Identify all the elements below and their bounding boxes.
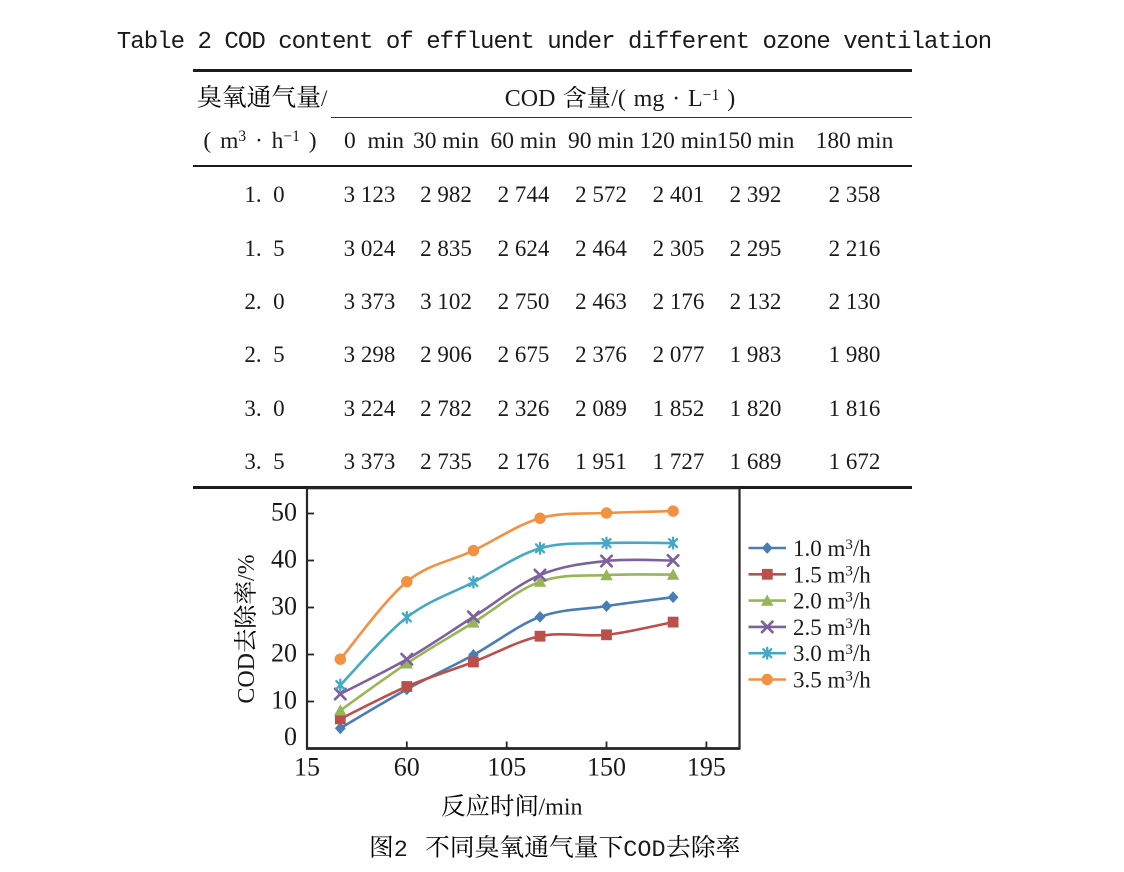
svg-text:1.5 m3/h: 1.5 m3/h xyxy=(793,562,871,587)
svg-text:50: 50 xyxy=(271,498,297,527)
svg-text:195: 195 xyxy=(687,753,726,782)
svg-text:15: 15 xyxy=(294,753,320,782)
svg-text:40: 40 xyxy=(271,545,297,574)
svg-text:2.5 m3/h: 2.5 m3/h xyxy=(793,615,871,640)
svg-text:60: 60 xyxy=(394,753,420,782)
svg-text:10: 10 xyxy=(271,686,297,715)
svg-text:3.5 m3/h: 3.5 m3/h xyxy=(793,668,871,693)
svg-text:3.0 m3/h: 3.0 m3/h xyxy=(793,641,871,666)
svg-text:2.0 m3/h: 2.0 m3/h xyxy=(793,589,871,614)
svg-text:1.0 m3/h: 1.0 m3/h xyxy=(793,536,871,561)
svg-text:105: 105 xyxy=(487,753,526,782)
svg-text:20: 20 xyxy=(271,639,297,668)
svg-text:30: 30 xyxy=(271,592,297,621)
svg-text:150: 150 xyxy=(587,753,626,782)
svg-text:0: 0 xyxy=(284,722,297,751)
